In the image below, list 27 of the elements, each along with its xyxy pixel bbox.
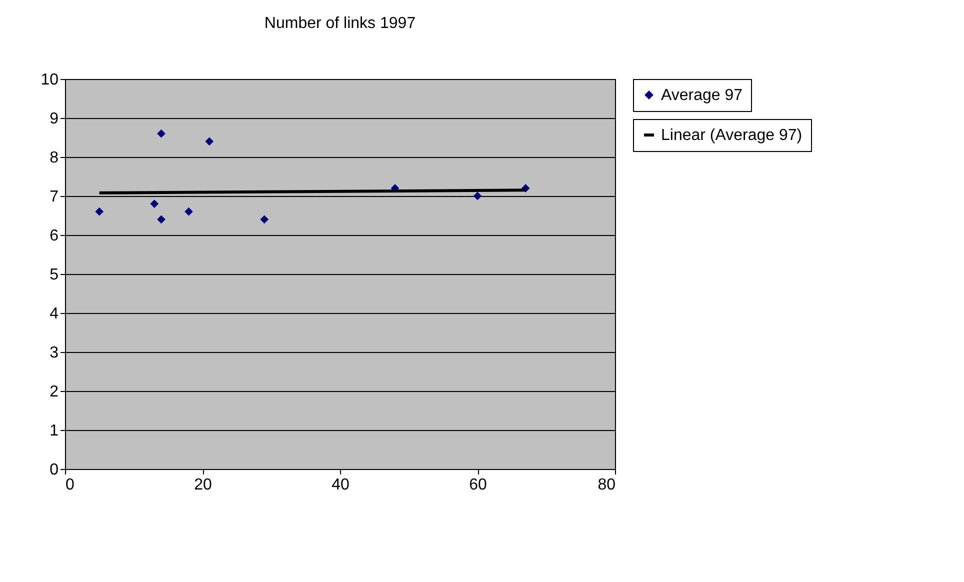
- y-tick-label: 5: [50, 266, 59, 284]
- legend-label: Linear (Average 97): [661, 127, 802, 144]
- y-tick-label: 6: [50, 228, 59, 244]
- y-tick-label: 1: [50, 422, 59, 440]
- y-tick-label: 0: [50, 462, 59, 478]
- point: [184, 207, 193, 216]
- legend-label: Average 97: [661, 87, 743, 104]
- y-tick-label: 7: [50, 188, 59, 206]
- y-tick-label: 2: [50, 384, 59, 400]
- point: [150, 200, 159, 208]
- y-tick-label: 10: [40, 72, 59, 88]
- point: [157, 129, 166, 138]
- y-tick-label: 4: [50, 306, 59, 322]
- y-tick-label: 9: [50, 110, 59, 128]
- y-tick-label: 8: [50, 150, 59, 166]
- x-tick-label: 60: [469, 476, 487, 494]
- point: [157, 215, 166, 224]
- point: [260, 215, 269, 224]
- point: [473, 192, 482, 200]
- point: [95, 207, 104, 216]
- x-tick-label: 20: [194, 476, 212, 494]
- x-tick-label: 80: [598, 476, 616, 494]
- point: [205, 137, 214, 146]
- y-tick-label: 3: [50, 344, 59, 362]
- x-tick-label: 0: [66, 476, 74, 494]
- x-tick-label: 40: [332, 476, 350, 494]
- chart-title: Number of links 1997: [264, 15, 416, 32]
